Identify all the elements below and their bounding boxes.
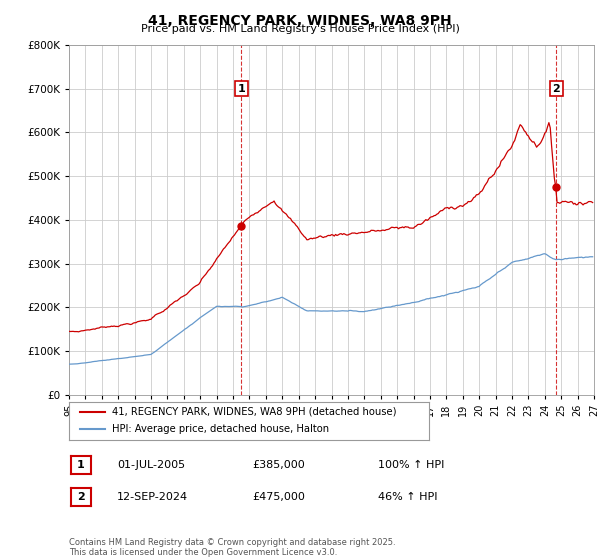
Text: HPI: Average price, detached house, Halton: HPI: Average price, detached house, Halt… [112,424,329,435]
Text: 01-JUL-2005: 01-JUL-2005 [117,460,185,470]
Text: 100% ↑ HPI: 100% ↑ HPI [378,460,445,470]
Text: 1: 1 [77,460,85,470]
Text: 41, REGENCY PARK, WIDNES, WA8 9PH (detached house): 41, REGENCY PARK, WIDNES, WA8 9PH (detac… [112,407,397,417]
Text: £475,000: £475,000 [252,492,305,502]
Text: 41, REGENCY PARK, WIDNES, WA8 9PH: 41, REGENCY PARK, WIDNES, WA8 9PH [148,14,452,28]
Text: Contains HM Land Registry data © Crown copyright and database right 2025.
This d: Contains HM Land Registry data © Crown c… [69,538,395,557]
Text: 12-SEP-2024: 12-SEP-2024 [117,492,188,502]
Text: 2: 2 [77,492,85,502]
Text: £385,000: £385,000 [252,460,305,470]
Text: Price paid vs. HM Land Registry's House Price Index (HPI): Price paid vs. HM Land Registry's House … [140,24,460,34]
Text: 1: 1 [238,83,245,94]
Text: 46% ↑ HPI: 46% ↑ HPI [378,492,437,502]
Text: 2: 2 [553,83,560,94]
